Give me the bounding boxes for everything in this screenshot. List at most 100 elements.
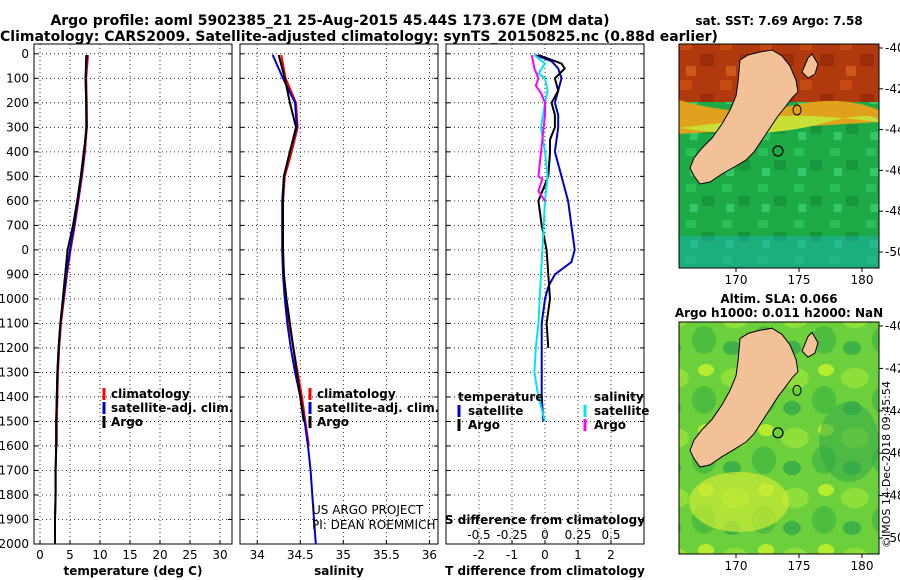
series-line-argo [54, 54, 88, 544]
credit-line-2: PI: DEAN ROEMMICH [312, 518, 435, 532]
title-line-2: Climatology: CARS2009. Satellite-adjuste… [0, 29, 718, 45]
map-frame [678, 321, 880, 555]
lat-tick-label: -46 [885, 446, 900, 460]
depth-tick-label: 1700 [0, 463, 29, 477]
series-line-temperature-Argo [537, 54, 566, 348]
legend-label: satellite [468, 404, 523, 418]
x-tick-label: 5 [66, 548, 74, 562]
legend-label: Argo [594, 418, 626, 432]
s-tick-label: -0.5 [467, 528, 490, 542]
s-axis-label: S difference from climatology [445, 513, 645, 527]
lat-tick-label: -42 [885, 82, 900, 96]
lat-tick-label: -46 [885, 163, 900, 177]
legend-label: Argo [111, 415, 143, 429]
lon-tick-label: 170 [725, 273, 748, 287]
lat-tick-label: -42 [885, 361, 900, 375]
lat-tick-label: -40 [885, 41, 900, 55]
legend-title-salinity: salinity [594, 390, 644, 404]
lon-tick-label: 170 [725, 559, 748, 573]
x-tick-label: -2 [473, 548, 485, 562]
legend-label: satellite-adj. clim. [317, 401, 439, 415]
panel-frame-2 [239, 43, 439, 545]
sst-cool-band [679, 236, 879, 268]
new-zealand-south-island [689, 49, 799, 185]
x-tick-label: 34 [250, 548, 265, 562]
map-sst: -40 -42 -44 -46 -48 -50 170 175 180 [678, 41, 900, 287]
x-tick-label: 35.5 [373, 548, 400, 562]
chatham-rise-contour [792, 384, 802, 396]
depth-tick-label: 100 [6, 71, 29, 85]
credit-line-1: US ARGO PROJECT [312, 503, 424, 517]
depth-tick-label: 1500 [0, 414, 29, 428]
x-tick-label: 0 [36, 548, 44, 562]
legend-label: satellite [594, 404, 649, 418]
lon-tick-label: 175 [788, 273, 811, 287]
title-line-1: Argo profile: aoml 5902385_21 25-Aug-201… [50, 13, 610, 29]
s-tick-label: 0 [541, 528, 549, 542]
x-tick-label: 36 [422, 548, 437, 562]
lat-tick-label: -44 [885, 404, 900, 418]
depth-tick-label: 1400 [0, 390, 29, 404]
lat-tick-label: -48 [885, 489, 900, 503]
x-tick-label: 2 [607, 548, 615, 562]
legend-label: satellite-adj. clim. [111, 401, 233, 415]
sla-map-title-1: Altim. SLA: 0.066 [720, 292, 837, 306]
legend-label: Argo [317, 415, 349, 429]
x-axis-label: salinity [314, 564, 364, 578]
depth-tick-label: 1900 [0, 512, 29, 526]
legend-label: Argo [468, 418, 500, 432]
s-tick-label: 0.5 [601, 528, 620, 542]
lat-tick-label: -50 [885, 531, 900, 545]
chatham-rise-contour [792, 104, 802, 116]
lat-tick-label: -44 [885, 123, 900, 137]
depth-tick-label: 0 [21, 243, 29, 257]
depth-tick-label: 900 [6, 267, 29, 281]
depth-tick-label: 300 [6, 120, 29, 134]
depth-tick-label: 200 [6, 96, 29, 110]
sla-map-title-2: Argo h1000: 0.011 h2000: NaN [675, 306, 883, 320]
series-line-salinity-Argo [530, 54, 546, 202]
argo-float-location [772, 145, 784, 157]
new-zealand-south-island [689, 327, 799, 468]
x-tick-label: 25 [182, 548, 197, 562]
depth-tick-label: 1800 [0, 488, 29, 502]
sst-map-title: sat. SST: 7.69 Argo: 7.58 [695, 14, 862, 28]
depth-tick-label: 1200 [0, 341, 29, 355]
x-tick-label: 20 [152, 548, 167, 562]
argo-float-location [772, 427, 784, 439]
series-line-argo [277, 54, 305, 422]
depth-tick-label: 1300 [0, 365, 29, 379]
x-tick-label: 35 [336, 548, 351, 562]
imos-timestamp: ©IMOS 14-Dec-2018 09:45:54 [880, 381, 893, 548]
depth-tick-label: 1100 [0, 316, 29, 330]
depth-tick-label: 2000 [0, 537, 29, 551]
sla-anomaly [819, 402, 879, 482]
x-tick-label: 10 [92, 548, 107, 562]
lon-tick-label: 180 [851, 559, 874, 573]
depth-tick-label: 600 [6, 194, 29, 208]
depth-tick-label: 500 [6, 169, 29, 183]
new-zealand-north-island [801, 331, 819, 358]
lat-tick-label: -40 [885, 319, 900, 333]
x-axis-label: T difference from climatology [445, 564, 645, 578]
legend-label: climatology [317, 387, 396, 401]
map-frame [678, 43, 880, 269]
depth-tick-label: 400 [6, 145, 29, 159]
x-tick-label: 15 [122, 548, 137, 562]
lat-tick-label: -48 [885, 204, 900, 218]
lat-tick-label: -50 [885, 245, 900, 259]
new-zealand-north-island [801, 53, 819, 79]
lon-tick-label: 175 [788, 559, 811, 573]
sla-anomaly [689, 472, 789, 532]
x-tick-label: 30 [212, 548, 227, 562]
x-tick-label: 0 [541, 548, 549, 562]
x-tick-label: -1 [506, 548, 518, 562]
depth-tick-label: 0 [21, 47, 29, 61]
map-sla: -40 -42 -44 -46 -48 -50 170 175 180 [678, 319, 900, 573]
legend-title-temperature: temperature [458, 390, 543, 404]
series-line-temperature-satellite [534, 54, 576, 422]
legend-label: climatology [111, 387, 190, 401]
x-tick-label: 1 [574, 548, 582, 562]
depth-tick-label: 700 [6, 218, 29, 232]
